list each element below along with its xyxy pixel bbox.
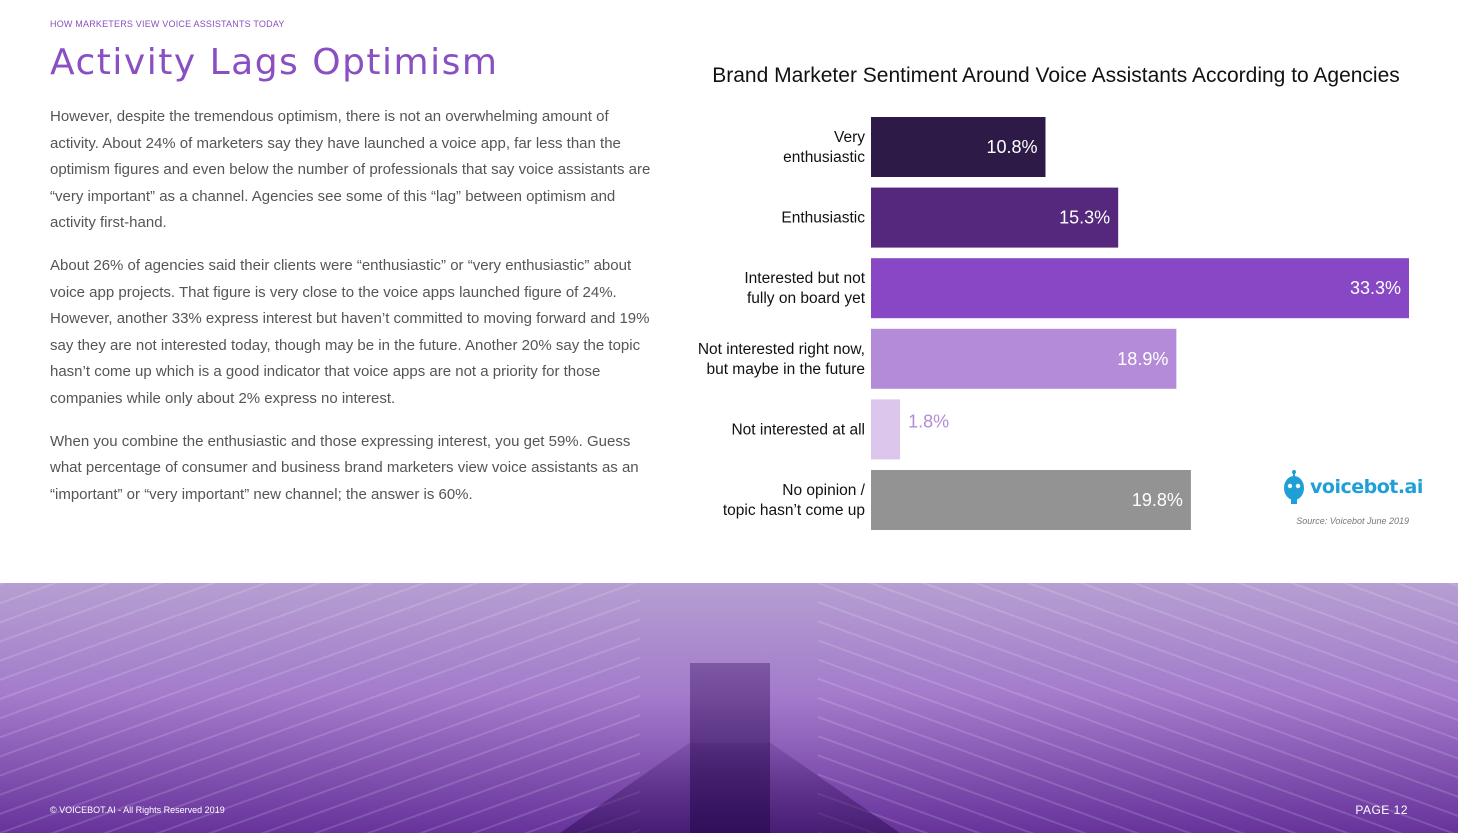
section-kicker: HOW MARKETERS VIEW VOICE ASSISTANTS TODA…: [50, 19, 285, 29]
category-label: No opinion / topic hasn’t come up: [723, 482, 866, 519]
bar: [871, 470, 1191, 530]
data-label: 15.3%: [1059, 208, 1110, 228]
bar-chart: 10.8% Very enthusiastic 15.3% Enthusiastic 33…: [698, 117, 1409, 530]
category-label: Very enthusiastic: [783, 129, 865, 166]
source-note: Source: Voicebot June 2019: [1296, 516, 1409, 526]
logo-text: voicebot.ai: [1310, 476, 1423, 498]
bar: [871, 258, 1409, 319]
voicebot-logo: voicebot.ai: [1282, 470, 1423, 504]
data-label: 33.3%: [1350, 278, 1401, 298]
bar: [871, 328, 1177, 389]
robot-mascot-icon: [1284, 470, 1304, 504]
data-label: 1.8%: [908, 411, 949, 431]
paragraph: When you combine the enthusiastic and th…: [50, 432, 639, 503]
data-label: 19.8%: [1132, 490, 1183, 510]
category-label: Not interested at all: [731, 421, 865, 438]
category-label: Enthusiastic: [781, 210, 865, 227]
bar: [871, 187, 1119, 248]
footer-banner-image: [0, 583, 1458, 833]
bar: [871, 117, 1046, 177]
bar: [871, 399, 901, 460]
page-title: Activity Lags Optimism: [50, 42, 499, 83]
chart-title: Brand Marketer Sentiment Around Voice As…: [712, 64, 1400, 87]
article-body: However, despite the tremendous optimism…: [50, 104, 655, 524]
data-label: 18.9%: [1117, 349, 1168, 369]
copyright: © VOICEBOT.AI - All Rights Reserved 2019: [50, 805, 225, 815]
paragraph: However, despite the tremendous optimism…: [50, 108, 651, 232]
category-label: Not interested right now, but maybe in th…: [698, 341, 865, 378]
category-label: Interested but not fully on board yet: [744, 270, 865, 307]
data-label: 10.8%: [986, 137, 1037, 157]
page-number: PAGE 12: [1355, 803, 1408, 817]
paragraph: About 26% of agencies said their clients…: [50, 256, 650, 407]
